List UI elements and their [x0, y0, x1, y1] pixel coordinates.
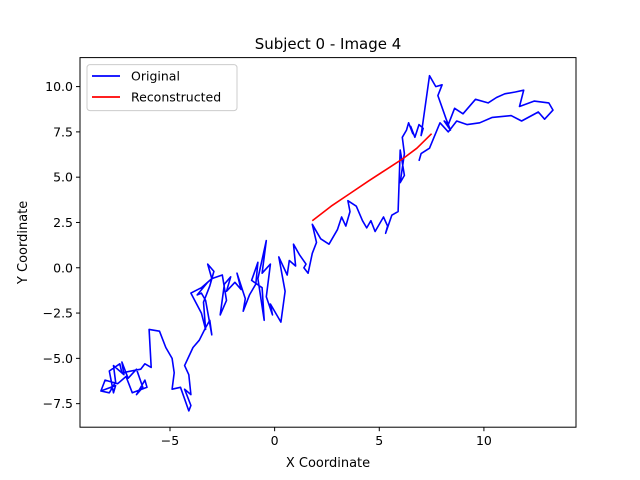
- legend-label-reconstructed: Reconstructed: [131, 90, 221, 105]
- x-tick-label: −5: [161, 433, 179, 448]
- series-line-reconstructed: [311, 133, 433, 222]
- x-tick-label: 5: [375, 433, 383, 448]
- y-axis-ticks: −7.5 −5.0 −2.5 0.0 2.5 5.0 7.5 10.0: [43, 79, 80, 411]
- legend-box: [86, 64, 238, 112]
- x-axis-title: X Coordinate: [286, 456, 370, 471]
- y-tick-label: −2.5: [43, 306, 73, 321]
- y-tick-label: −5.0: [43, 351, 73, 366]
- legend: Original Reconstructed: [86, 64, 238, 112]
- y-tick-label: 7.5: [53, 124, 73, 139]
- y-tick-label: 10.0: [45, 79, 73, 94]
- series-line-original: [100, 74, 554, 412]
- chart-title: Subject 0 - Image 4: [255, 35, 402, 53]
- x-axis-ticks: −5 0 5 10: [161, 427, 492, 448]
- y-tick-label: −7.5: [43, 396, 73, 411]
- legend-label-original: Original: [131, 69, 180, 84]
- y-axis-title: Y Coordinate: [16, 201, 31, 285]
- y-tick-label: 5.0: [53, 170, 73, 185]
- x-tick-label: 0: [271, 433, 279, 448]
- x-tick-label: 10: [476, 433, 492, 448]
- plot-area: [79, 57, 577, 428]
- y-tick-label: 0.0: [53, 260, 73, 275]
- y-tick-label: 2.5: [53, 215, 73, 230]
- series-layer: [100, 74, 554, 412]
